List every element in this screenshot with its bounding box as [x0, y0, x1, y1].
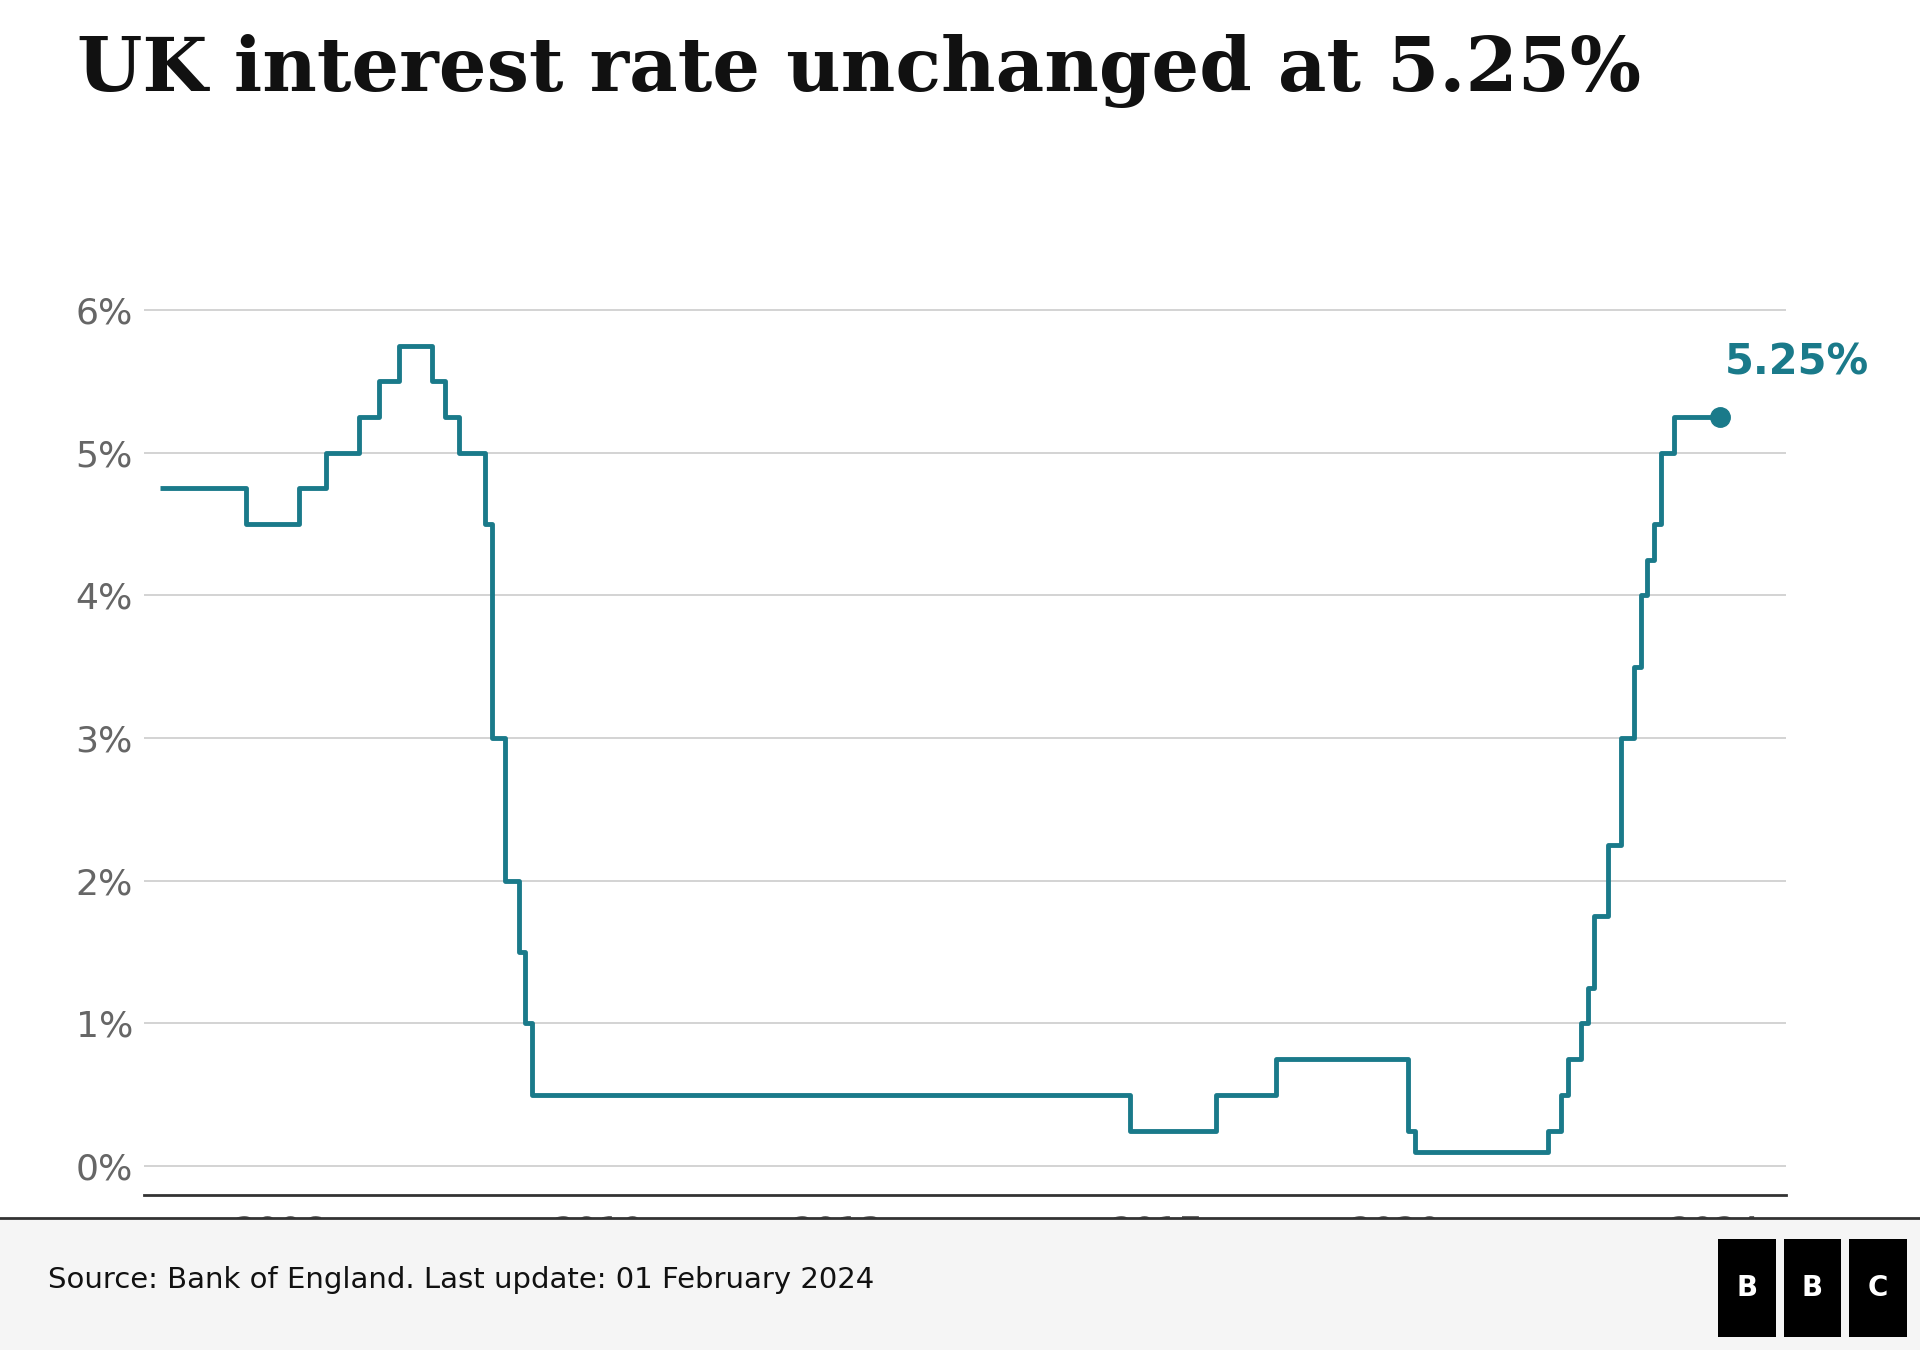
Text: B: B [1736, 1274, 1759, 1301]
Text: B: B [1801, 1274, 1824, 1301]
Text: 5.25%: 5.25% [1724, 342, 1868, 383]
Text: C: C [1868, 1274, 1887, 1301]
Text: Source: Bank of England. Last update: 01 February 2024: Source: Bank of England. Last update: 01… [48, 1266, 874, 1293]
Text: UK interest rate unchanged at 5.25%: UK interest rate unchanged at 5.25% [77, 34, 1642, 108]
